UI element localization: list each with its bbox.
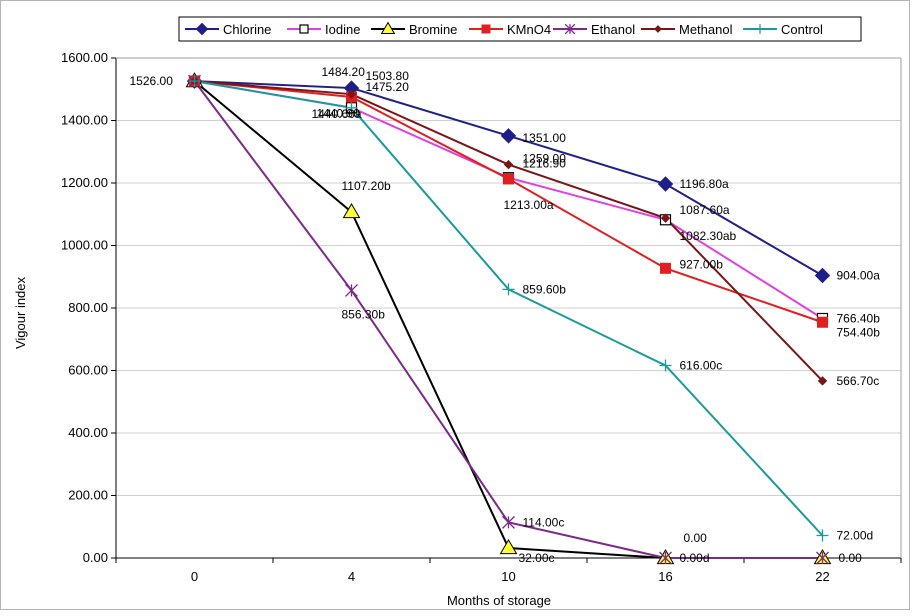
data-label: 754.40b — [837, 325, 881, 339]
y-axis-label: Vigour index — [13, 276, 28, 349]
legend-label: KMnO4 — [507, 22, 551, 37]
data-label: 616.00c — [680, 359, 723, 373]
y-tick-label: 1200.00 — [61, 175, 108, 190]
data-label: 1503.80 — [366, 69, 410, 83]
legend-marker — [564, 23, 576, 35]
legend-label: Chlorine — [223, 22, 271, 37]
data-label: 1484.20 — [322, 65, 366, 79]
data-label: 856.30b — [342, 307, 386, 321]
data-label: 859.60b — [523, 282, 567, 296]
legend-marker — [481, 24, 491, 34]
legend-label: Bromine — [409, 22, 457, 37]
legend-marker — [654, 25, 662, 33]
x-tick-label: 4 — [348, 569, 355, 584]
data-label: 72.00d — [837, 529, 874, 543]
marker-ethanol — [502, 515, 515, 529]
legend-marker — [299, 24, 309, 34]
y-tick-label: 1400.00 — [61, 113, 108, 128]
data-label: 1196.80a — [680, 177, 729, 191]
marker-control — [659, 359, 672, 372]
data-label: 32.00c — [519, 551, 555, 565]
marker-kmno4 — [660, 262, 671, 274]
data-label: 1213.00a — [504, 198, 554, 212]
x-tick-label: 0 — [191, 569, 198, 584]
x-tick-label: 16 — [658, 569, 672, 584]
legend-label: Ethanol — [591, 22, 635, 37]
data-label: 0.00 — [684, 531, 708, 545]
data-labels: 1503.80 1351.00 1196.80a 904.00a 1440.90 1216… — [130, 65, 881, 565]
data-label: 1087.60a — [680, 203, 730, 217]
y-tick-label: 400.00 — [68, 425, 108, 440]
legend-label: Methanol — [679, 22, 733, 37]
data-label: 766.40b — [837, 312, 881, 326]
y-tick-label: 600.00 — [68, 363, 108, 378]
legend-marker — [380, 21, 396, 34]
axes: 0.00200.00400.00600.00800.001000.001200.… — [61, 50, 902, 584]
y-tick-label: 1000.00 — [61, 238, 108, 253]
data-label: 1082.30ab — [680, 229, 737, 243]
y-tick-label: 200.00 — [68, 488, 108, 503]
series-lines — [193, 80, 824, 559]
data-label: 0.00d — [680, 551, 710, 565]
y-tick-label: 1600.00 — [61, 50, 108, 65]
data-label: 566.70c — [837, 374, 880, 388]
marker-ethanol — [816, 551, 829, 565]
data-label: 1440.60a — [312, 107, 362, 121]
marker-kmno4 — [817, 316, 828, 328]
data-label: 1351.00 — [523, 131, 567, 145]
data-label: 927.00b — [680, 257, 724, 271]
legend-label: Control — [781, 22, 823, 37]
marker-methanol — [660, 213, 671, 223]
x-axis-label: Months of storage — [447, 593, 551, 608]
legend-marker — [195, 22, 209, 36]
data-label: 1259.00 — [523, 152, 567, 166]
marker-methanol — [817, 376, 828, 386]
data-label: 0.00 — [839, 551, 863, 565]
data-label: 904.00a — [837, 269, 881, 283]
data-label: 1216.90 — [523, 157, 567, 171]
x-tick-label: 22 — [815, 569, 829, 584]
marker-chlorine — [657, 176, 674, 192]
data-label: 1475.20 — [366, 80, 410, 94]
legend-marker — [755, 24, 765, 34]
data-label: 1440.90 — [317, 107, 361, 121]
marker-control — [188, 75, 201, 88]
data-label: 1107.20b — [342, 179, 391, 193]
y-tick-label: 800.00 — [68, 300, 108, 315]
marker-bromine — [342, 203, 361, 219]
marker-kmno4 — [503, 173, 514, 185]
marker-bromine — [499, 539, 518, 555]
marker-methanol — [346, 89, 357, 99]
marker-control — [502, 283, 515, 296]
data-label: 114.00c — [523, 515, 565, 529]
y-tick-label: 0.00 — [83, 550, 108, 565]
marker-methanol — [503, 159, 514, 170]
marker-control — [345, 101, 358, 114]
data-label: 1526.00 — [130, 74, 174, 88]
marker-ethanol — [345, 283, 358, 297]
marker-control — [816, 529, 829, 542]
series-line-ethanol — [193, 80, 823, 559]
marker-chlorine — [500, 128, 517, 144]
x-tick-label: 10 — [501, 569, 515, 584]
series-line-bromine — [193, 80, 823, 559]
marker-chlorine — [814, 267, 831, 284]
marker-ethanol — [659, 551, 672, 565]
legend-label: Iodine — [325, 22, 360, 37]
series-markers — [185, 72, 832, 565]
legend: Chlorine Iodine Bromine KMnO4 Ethanol Methano… — [178, 16, 862, 42]
